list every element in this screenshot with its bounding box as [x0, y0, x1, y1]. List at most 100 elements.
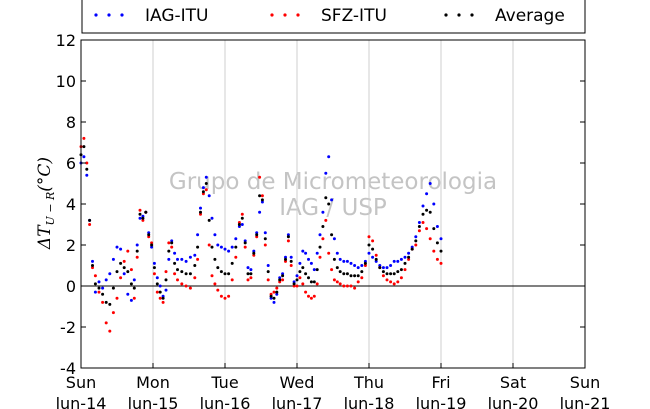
- data-point: [158, 290, 162, 294]
- data-point: [432, 227, 436, 231]
- data-point: [193, 264, 197, 267]
- data-point: [155, 282, 159, 286]
- data-point: [230, 278, 234, 282]
- data-point: [207, 218, 211, 222]
- data-point: [321, 225, 325, 228]
- data-point: [132, 286, 136, 290]
- data-point: [210, 216, 214, 220]
- data-point: [298, 261, 302, 265]
- data-point: [396, 270, 400, 274]
- data-point: [173, 261, 177, 265]
- data-point: [132, 296, 136, 300]
- data-point: [439, 261, 443, 265]
- data-point: [301, 266, 305, 270]
- data-point: [88, 218, 92, 222]
- data-point: [97, 286, 101, 290]
- data-point: [342, 272, 346, 276]
- data-point: [108, 272, 112, 276]
- data-point: [138, 212, 142, 216]
- data-point: [167, 249, 171, 253]
- data-point: [425, 192, 429, 196]
- data-point: [246, 278, 250, 282]
- data-point: [252, 251, 256, 255]
- data-point: [318, 255, 322, 259]
- data-point: [349, 284, 353, 288]
- data-point: [161, 300, 165, 304]
- data-point: [234, 245, 238, 249]
- data-point: [421, 221, 425, 224]
- data-point: [204, 188, 208, 192]
- data-point: [286, 235, 290, 239]
- data-point: [342, 259, 346, 263]
- data-point: [91, 259, 94, 263]
- watermark: Grupo de Micrometeorologia IAG / USP: [169, 169, 497, 221]
- data-point: [327, 155, 331, 159]
- data-point: [188, 286, 192, 290]
- data-point: [115, 296, 119, 300]
- data-point: [184, 259, 188, 263]
- data-point: [249, 268, 253, 272]
- data-point: [367, 243, 371, 247]
- data-point: [284, 255, 287, 259]
- data-point: [237, 223, 241, 226]
- data-point: [378, 266, 382, 270]
- data-point: [258, 175, 262, 179]
- data-point: [318, 233, 322, 237]
- data-point: [115, 245, 119, 249]
- data-point: [435, 241, 439, 245]
- data-point: [196, 245, 200, 249]
- data-point: [414, 243, 418, 247]
- data-point: [255, 231, 259, 235]
- data-point: [324, 218, 328, 222]
- data-point: [111, 286, 115, 290]
- legend-label: SFZ-ITU: [321, 6, 387, 26]
- data-point: [150, 245, 154, 249]
- y-tick-label: 12: [56, 31, 76, 50]
- data-point: [389, 264, 393, 267]
- data-point: [101, 300, 105, 304]
- x-tick-day: Sun: [66, 373, 96, 392]
- data-point: [122, 266, 126, 270]
- data-point: [104, 300, 108, 304]
- data-point: [435, 225, 439, 228]
- data-point: [278, 276, 282, 280]
- data-point: [298, 276, 302, 280]
- data-point: [371, 247, 375, 251]
- data-point: [360, 276, 364, 280]
- data-point: [255, 233, 259, 237]
- data-point: [246, 266, 250, 270]
- data-point: [304, 290, 308, 294]
- data-point: [315, 251, 319, 255]
- data-point: [129, 268, 133, 272]
- data-point: [188, 272, 192, 276]
- data-point: [385, 278, 389, 282]
- data-point: [188, 255, 192, 259]
- data-point: [138, 208, 142, 212]
- data-point: [216, 243, 220, 247]
- data-point: [204, 182, 208, 185]
- y-tick-label: 4: [66, 195, 76, 214]
- data-point: [180, 270, 184, 274]
- data-point: [135, 249, 139, 253]
- data-point: [199, 212, 202, 216]
- data-point: [360, 270, 364, 274]
- data-point: [227, 272, 231, 276]
- data-point: [356, 280, 360, 284]
- x-tick-date: lun-21: [560, 394, 611, 409]
- data-point: [193, 276, 197, 280]
- data-point: [111, 257, 115, 261]
- data-point: [292, 282, 296, 286]
- data-point: [407, 257, 411, 261]
- data-point: [132, 278, 136, 282]
- data-point: [335, 251, 339, 255]
- x-tick-day: Sat: [500, 373, 526, 392]
- data-point: [363, 261, 367, 265]
- data-point: [93, 282, 97, 286]
- data-point: [407, 255, 411, 259]
- data-point: [88, 223, 92, 226]
- x-tick-date: lun-18: [344, 394, 395, 409]
- data-point: [301, 249, 305, 253]
- data-point: [289, 255, 293, 259]
- data-point: [234, 255, 238, 259]
